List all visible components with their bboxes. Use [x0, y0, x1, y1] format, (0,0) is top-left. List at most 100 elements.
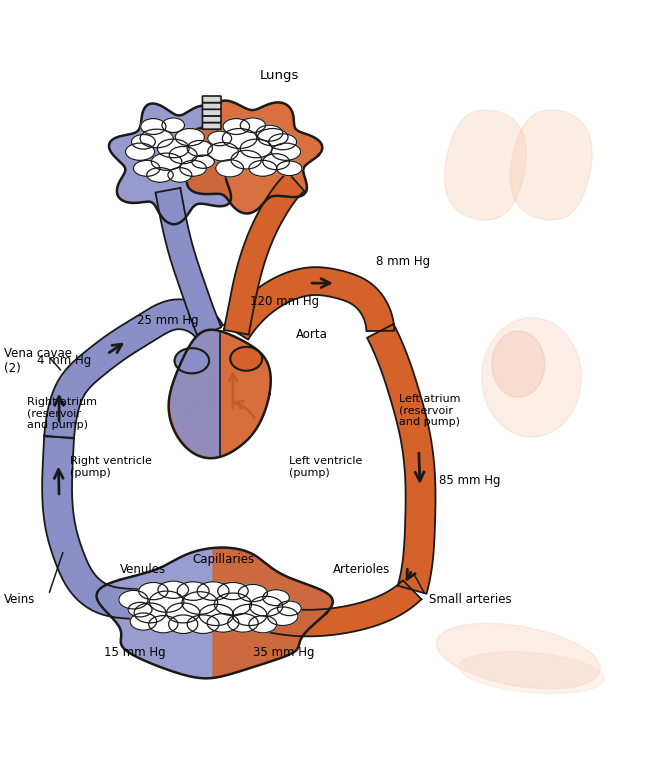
Ellipse shape — [119, 591, 148, 609]
Polygon shape — [42, 436, 141, 619]
Ellipse shape — [147, 167, 174, 182]
Polygon shape — [510, 110, 592, 220]
Ellipse shape — [277, 601, 301, 616]
Ellipse shape — [158, 139, 189, 157]
Ellipse shape — [182, 591, 217, 614]
Ellipse shape — [199, 604, 233, 626]
Ellipse shape — [174, 348, 209, 373]
Ellipse shape — [149, 616, 178, 633]
Text: 8 mm Hg: 8 mm Hg — [376, 255, 430, 268]
Ellipse shape — [130, 613, 157, 631]
Polygon shape — [224, 267, 394, 339]
FancyBboxPatch shape — [202, 123, 221, 129]
Ellipse shape — [217, 582, 248, 600]
Ellipse shape — [240, 139, 272, 157]
Ellipse shape — [459, 652, 604, 694]
Text: Lungs: Lungs — [260, 69, 299, 82]
Ellipse shape — [277, 161, 302, 176]
Text: Right atrium
(reservoir
and pump): Right atrium (reservoir and pump) — [27, 397, 97, 430]
Ellipse shape — [197, 581, 229, 601]
Ellipse shape — [263, 590, 289, 606]
Text: 85 mm Hg: 85 mm Hg — [439, 474, 500, 487]
Polygon shape — [222, 581, 422, 637]
Ellipse shape — [231, 151, 261, 169]
Ellipse shape — [168, 167, 192, 182]
Ellipse shape — [128, 602, 152, 617]
Ellipse shape — [223, 118, 249, 134]
Ellipse shape — [207, 614, 239, 632]
Ellipse shape — [134, 603, 166, 623]
Ellipse shape — [167, 603, 200, 623]
Polygon shape — [367, 324, 436, 594]
Polygon shape — [224, 172, 305, 335]
Ellipse shape — [240, 118, 265, 133]
Polygon shape — [179, 101, 323, 214]
Text: Arterioles: Arterioles — [332, 563, 390, 576]
Polygon shape — [169, 329, 271, 458]
Text: Venules: Venules — [120, 563, 166, 576]
Ellipse shape — [269, 134, 297, 150]
Polygon shape — [109, 104, 246, 224]
Polygon shape — [171, 332, 219, 456]
Ellipse shape — [207, 142, 238, 161]
Ellipse shape — [162, 118, 184, 133]
Ellipse shape — [238, 584, 267, 601]
Ellipse shape — [227, 614, 258, 632]
Polygon shape — [445, 110, 527, 220]
Ellipse shape — [214, 593, 251, 616]
Ellipse shape — [215, 160, 243, 177]
Ellipse shape — [132, 134, 156, 149]
Ellipse shape — [249, 597, 283, 616]
Ellipse shape — [263, 154, 289, 170]
Text: Aorta: Aorta — [296, 328, 328, 341]
Text: 25 mm Hg: 25 mm Hg — [137, 314, 198, 327]
FancyBboxPatch shape — [202, 109, 221, 116]
Ellipse shape — [140, 129, 174, 147]
Ellipse shape — [222, 128, 257, 148]
Text: Right ventricle
(pump): Right ventricle (pump) — [70, 456, 152, 478]
Ellipse shape — [175, 128, 204, 146]
Text: 35 mm Hg: 35 mm Hg — [253, 646, 315, 659]
Text: 4 mm Hg: 4 mm Hg — [37, 354, 92, 367]
Ellipse shape — [257, 128, 288, 146]
Ellipse shape — [187, 615, 219, 634]
Polygon shape — [156, 188, 221, 337]
Ellipse shape — [180, 161, 206, 177]
Text: Veins: Veins — [4, 593, 35, 606]
Ellipse shape — [249, 616, 277, 633]
Ellipse shape — [158, 581, 188, 598]
Text: Left atrium
(reservoir
and pump): Left atrium (reservoir and pump) — [399, 394, 460, 427]
Ellipse shape — [126, 143, 155, 161]
Ellipse shape — [256, 125, 283, 141]
Ellipse shape — [170, 147, 197, 164]
Ellipse shape — [232, 604, 267, 626]
Text: Vena cavae
(2): Vena cavae (2) — [4, 347, 72, 375]
FancyBboxPatch shape — [202, 103, 221, 109]
Text: Capillaries: Capillaries — [192, 554, 254, 566]
Polygon shape — [213, 548, 332, 678]
Text: Left ventricle
(pump): Left ventricle (pump) — [289, 456, 362, 478]
Ellipse shape — [187, 141, 212, 157]
FancyBboxPatch shape — [202, 116, 221, 123]
Ellipse shape — [436, 624, 600, 689]
Ellipse shape — [230, 347, 262, 371]
Ellipse shape — [169, 615, 198, 634]
Ellipse shape — [267, 607, 298, 626]
Polygon shape — [96, 548, 332, 678]
Ellipse shape — [207, 131, 231, 146]
Ellipse shape — [491, 331, 545, 397]
FancyBboxPatch shape — [202, 96, 221, 103]
Ellipse shape — [249, 161, 277, 177]
Ellipse shape — [192, 155, 214, 168]
Text: 15 mm Hg: 15 mm Hg — [104, 646, 165, 659]
Ellipse shape — [152, 153, 182, 170]
Ellipse shape — [141, 118, 166, 134]
Text: 120 mm Hg: 120 mm Hg — [249, 295, 319, 307]
Polygon shape — [45, 300, 223, 439]
Text: Small arteries: Small arteries — [429, 593, 511, 606]
Ellipse shape — [271, 143, 301, 161]
Ellipse shape — [177, 581, 209, 601]
Ellipse shape — [134, 161, 160, 177]
Ellipse shape — [139, 582, 168, 600]
Ellipse shape — [150, 591, 184, 612]
